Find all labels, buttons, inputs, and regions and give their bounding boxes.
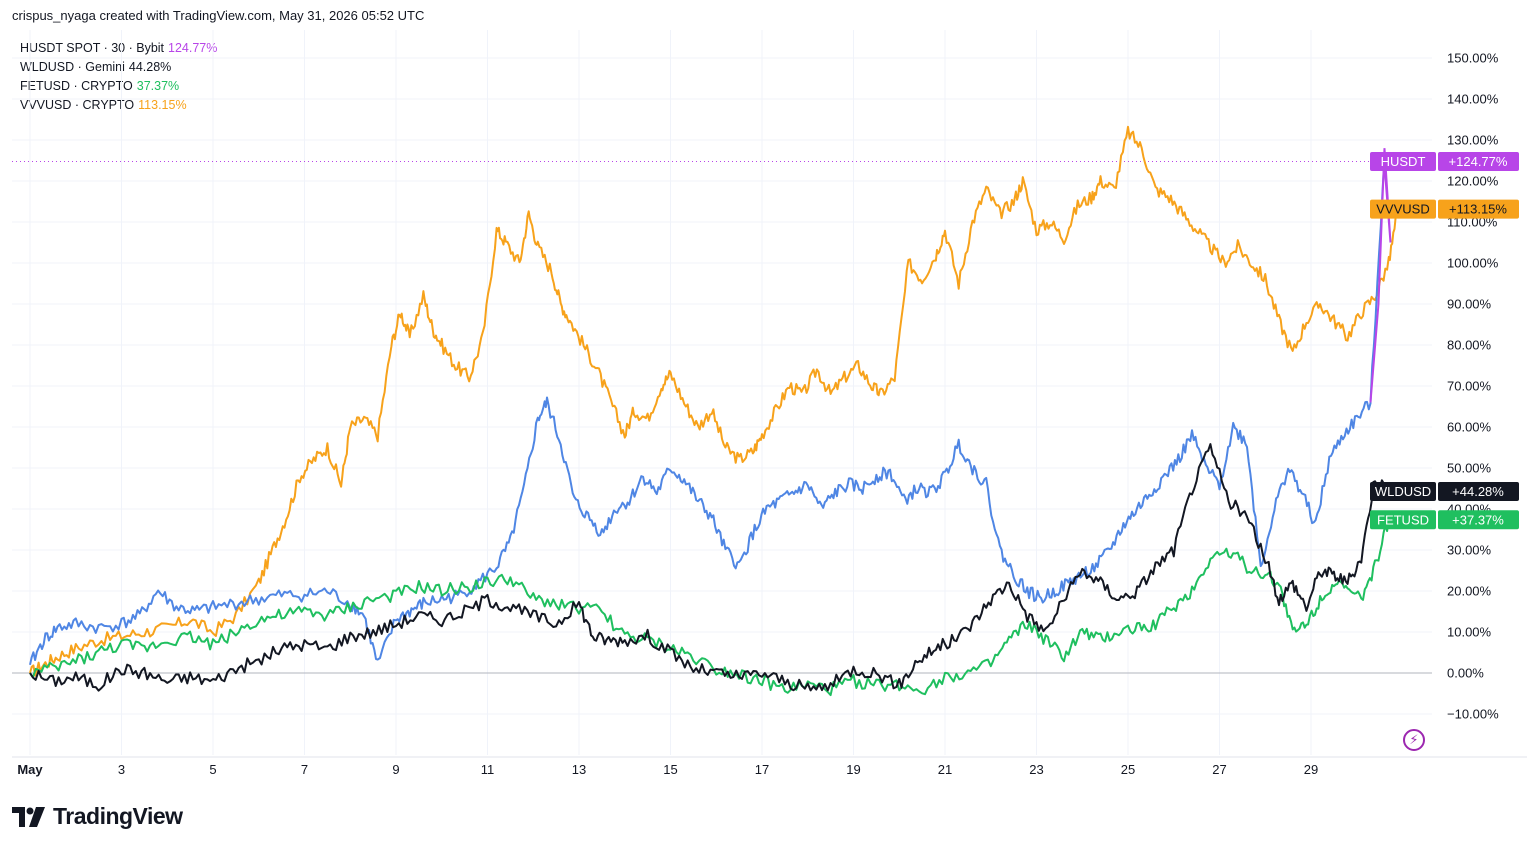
price-tag-value-bg [1438,481,1519,501]
y-tick-label: 80.00% [1447,338,1492,353]
legend-label: HUSDT SPOT · 30 · Bybit [20,41,165,55]
chart-caption: crispus_nyaga created with TradingView.c… [12,8,425,23]
price-tag-value: +44.28% [1452,484,1504,499]
y-tick-label: 120.00% [1447,174,1499,189]
legend-label: WLDUSD · Gemini [20,60,125,74]
price-tag-value: +124.77% [1449,154,1508,169]
price-tag-value-bg [1438,199,1519,219]
price-tag-fetusd[interactable]: FETUSD +37.37% [1370,510,1519,530]
x-tick-label: 25 [1121,762,1135,777]
series-line-vvvusd[interactable] [29,125,1399,677]
legend-entry-vvvusd[interactable]: VVVUSD · CRYPTO 113.15% [20,96,217,115]
price-tag-value-bg [1438,151,1519,171]
price-tag-name-bg [1370,481,1436,501]
price-tag-value: +113.15% [1449,202,1507,217]
price-tag-name: VVVUSD [1376,202,1429,217]
brand-name: TradingView [53,803,183,829]
y-tick-label: 60.00% [1447,420,1492,435]
y-tick-label: 90.00% [1447,297,1492,312]
x-tick-label: 5 [209,762,216,777]
price-tag-wldusd[interactable]: WLDUSD +44.28% [1370,481,1519,501]
y-tick-label: 140.00% [1447,92,1499,107]
legend-entry-fetusd[interactable]: FETUSD · CRYPTO 37.37% [20,77,217,96]
x-tick-label: 21 [938,762,952,777]
price-tag-name: FETUSD [1377,512,1429,527]
legend-entry-wldusd[interactable]: WLDUSD · Gemini 44.28% [20,58,217,77]
y-tick-label: 150.00% [1447,51,1499,66]
x-tick-label: 15 [663,762,677,777]
y-tick-label: 130.00% [1447,133,1499,148]
x-tick-label: 13 [572,762,586,777]
legend-label: VVVUSD · CRYPTO [20,98,135,112]
legend-value: 113.15% [138,98,187,112]
legend-entry-husdt[interactable]: HUSDT SPOT · 30 · Bybit 124.77% [20,39,217,58]
legend-value: 124.77% [168,41,218,55]
x-tick-label: 19 [846,762,860,777]
y-tick-label: −10.00% [1447,707,1499,722]
price-tag-value: +37.37% [1452,512,1504,527]
series-line-husdt[interactable] [29,161,1386,666]
x-tick-label: 27 [1212,762,1226,777]
price-tag-name-bg [1370,199,1436,219]
price-tag-name-bg [1370,510,1436,530]
x-tick-label: 7 [301,762,308,777]
price-tag-vvvusd[interactable]: VVVUSD +113.15% [1370,199,1519,219]
y-tick-label: 30.00% [1447,543,1492,558]
x-tick-label: 3 [118,762,125,777]
x-tick-label: 17 [755,762,769,777]
y-tick-label: 70.00% [1447,379,1492,394]
price-tag-name: HUSDT [1381,154,1426,169]
price-tag-name: WLDUSD [1375,484,1431,499]
y-tick-label: 10.00% [1447,625,1492,640]
lightning-icon[interactable]: ⚡ [1403,729,1425,751]
legend-value: 37.37% [136,79,180,93]
y-tick-label: 50.00% [1447,461,1492,476]
y-tick-label: 100.00% [1447,256,1499,271]
chart-legend: HUSDT SPOT · 30 · Bybit 124.77% WLDUSD · … [20,39,217,115]
price-tag-value-bg [1438,510,1519,530]
brand-logo: TradingView [12,803,183,830]
x-tick-label: 23 [1029,762,1043,777]
tradingview-logo-icon [12,806,45,827]
legend-label: FETUSD · CRYPTO [20,79,133,93]
price-tag-name-bg [1370,151,1436,171]
price-tag-husdt[interactable]: HUSDT +124.77% [1370,151,1519,171]
series-line-fetusd[interactable] [29,519,1390,697]
y-tick-label: 0.00% [1447,666,1484,681]
x-tick-label: 29 [1304,762,1318,777]
y-tick-label: 20.00% [1447,584,1492,599]
x-tick-label: 11 [481,762,495,777]
series-line-husdt-recent[interactable] [1369,148,1392,403]
series-line-wldusd[interactable] [29,443,1390,692]
x-tick-label: May [17,762,43,777]
x-tick-label: 9 [392,762,399,777]
legend-value: 44.28% [128,60,172,74]
